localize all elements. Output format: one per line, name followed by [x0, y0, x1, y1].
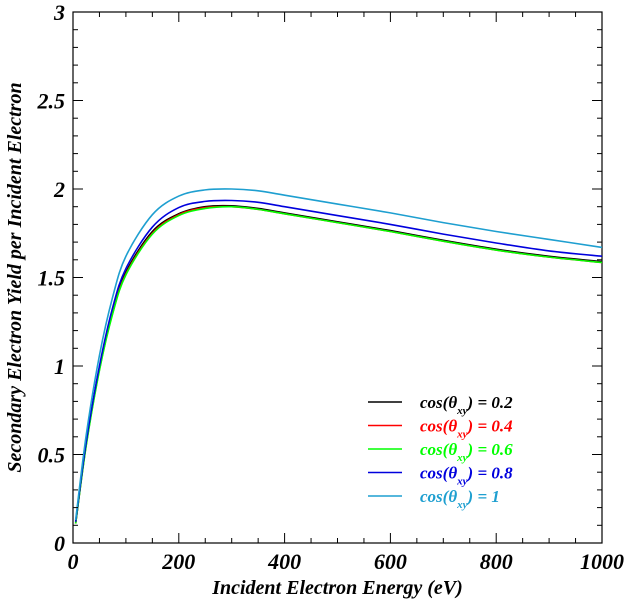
x-tick-label: 400 [267, 549, 301, 574]
y-tick-label: 3 [53, 0, 65, 25]
legend-label-1: cos(θxy) = 0.2 [420, 393, 513, 417]
x-axis-title: Incident Electron Energy (eV) [211, 577, 463, 599]
series-lines [74, 188, 603, 524]
series-line-4 [74, 199, 603, 522]
y-axis-title: Secondary Electron Yield per Incident El… [4, 82, 26, 472]
y-tick-label: 1 [54, 354, 65, 379]
x-tick-label: 1000 [580, 549, 624, 574]
y-tick-label: 2.5 [37, 89, 66, 114]
plot-frame [72, 11, 603, 544]
series-line-3 [74, 205, 603, 524]
legend-label-2: cos(θxy) = 0.4 [420, 417, 513, 441]
x-tick-label: 0 [68, 549, 79, 574]
x-tick-label: 200 [161, 549, 195, 574]
y-tick-label: 0 [54, 531, 65, 556]
x-tick-label: 800 [480, 549, 513, 574]
legend-label-3: cos(θxy) = 0.6 [420, 440, 513, 464]
series-line-5 [74, 188, 603, 521]
y-tick-label: 2 [53, 177, 65, 202]
legend-label-4: cos(θxy) = 0.8 [420, 464, 513, 488]
y-tick-label: 0.5 [38, 443, 66, 468]
y-tick-label: 1.5 [38, 266, 66, 291]
axis-ticks [72, 11, 603, 544]
plot-area [72, 11, 603, 544]
x-tick-label: 600 [374, 549, 407, 574]
legend-label-5: cos(θxy) = 1 [420, 487, 500, 511]
tick-labels: 0 200 400 600 800 1000 0 0.5 1 1.5 2 2.5 3 [37, 0, 625, 574]
